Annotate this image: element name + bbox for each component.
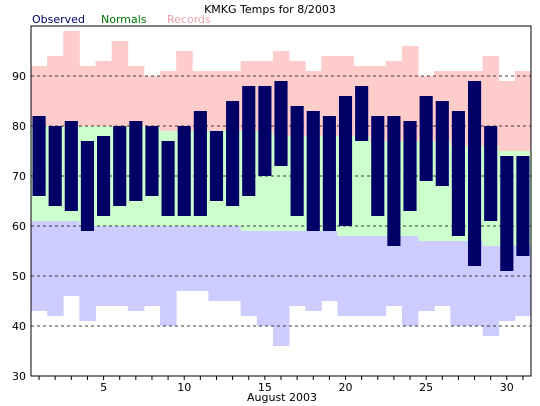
record-high-band-day-10 (176, 51, 193, 131)
y-tick-label-30: 30 (12, 370, 26, 383)
record-low-band-day-4 (79, 226, 96, 321)
record-low-band-day-1 (31, 221, 48, 311)
record-low-band-day-15 (256, 231, 274, 326)
record-low-band-day-24 (401, 236, 419, 326)
x-tick-label-30: 30 (500, 381, 514, 394)
record-high-band-day-7 (127, 66, 145, 126)
observed-bar-day-13 (226, 101, 240, 206)
y-tick-label-40: 40 (12, 320, 26, 333)
observed-bar-day-31 (516, 156, 530, 256)
observed-bar-day-4 (80, 141, 95, 231)
observed-bar-day-8 (145, 126, 159, 196)
record-high-band-day-5 (95, 61, 113, 126)
record-low-band-day-26 (434, 241, 451, 306)
record-low-band-day-16 (272, 231, 290, 346)
record-low-band-day-22 (369, 236, 387, 316)
observed-bar-day-12 (209, 131, 224, 201)
observed-bar-day-18 (306, 111, 320, 231)
record-high-band-day-31 (514, 71, 532, 151)
record-high-band-day-2 (47, 56, 64, 126)
y-tick-label-80: 80 (12, 120, 26, 133)
observed-bar-day-2 (48, 126, 62, 206)
record-low-band-day-17 (289, 231, 306, 306)
record-low-band-day-29 (482, 246, 500, 336)
record-low-band-day-8 (143, 226, 161, 306)
observed-bar-day-16 (274, 81, 288, 166)
x-tick-label-5: 5 (100, 381, 107, 394)
observed-bar-day-10 (177, 126, 191, 216)
normal-band-day-21 (353, 136, 371, 236)
y-tick-label-60: 60 (12, 220, 26, 233)
record-high-band-day-8 (143, 76, 161, 126)
observed-bar-day-3 (64, 121, 78, 211)
record-high-band-day-4 (79, 66, 96, 126)
record-low-band-day-27 (450, 241, 467, 326)
y-tick-label-90: 90 (12, 70, 26, 83)
observed-bar-day-15 (258, 86, 272, 176)
observed-bar-day-11 (193, 111, 207, 216)
x-axis-label: August 2003 (247, 391, 317, 404)
chart-title: KMKG Temps for 8/2003 (204, 3, 336, 16)
observed-bar-day-17 (290, 106, 304, 216)
observed-bar-day-24 (403, 121, 417, 211)
record-high-band-day-9 (160, 71, 177, 131)
record-low-band-day-2 (47, 221, 64, 316)
record-high-band-day-3 (63, 31, 80, 126)
observed-bar-day-23 (387, 116, 401, 246)
record-low-band-day-6 (111, 226, 129, 306)
observed-bars-layer (32, 81, 530, 271)
x-tick-label-20: 20 (339, 381, 353, 394)
observed-bar-day-6 (113, 126, 127, 206)
record-high-band-day-29 (482, 56, 500, 146)
axes-layer: 30 40 50 60 70 80 90 5 10 15 20 25 30 (12, 25, 532, 394)
record-low-band-day-31 (514, 246, 532, 316)
record-low-band-day-3 (63, 221, 80, 296)
legend-records: Records (167, 13, 211, 26)
record-low-band-day-14 (240, 231, 258, 316)
observed-bar-day-1 (32, 116, 46, 196)
record-low-band-day-13 (224, 226, 242, 301)
record-low-band-day-7 (127, 226, 145, 311)
observed-bar-day-19 (322, 116, 336, 231)
record-high-band-day-30 (498, 81, 516, 151)
observed-bar-day-25 (419, 96, 433, 181)
record-low-band-day-11 (192, 226, 209, 291)
y-tick-label-50: 50 (12, 270, 26, 283)
x-tick-label-15: 15 (258, 381, 272, 394)
record-high-band-day-12 (208, 71, 225, 131)
record-low-band-day-10 (176, 226, 193, 291)
record-low-band-day-9 (160, 226, 177, 326)
observed-bar-day-9 (161, 141, 175, 216)
record-high-band-day-6 (111, 41, 129, 126)
legend-observed: Observed (32, 13, 85, 26)
x-tick-label-25: 25 (419, 381, 433, 394)
observed-bar-day-30 (500, 156, 514, 271)
observed-bar-day-5 (97, 136, 111, 216)
record-low-band-day-25 (418, 241, 435, 311)
y-tick-label-70: 70 (12, 170, 26, 183)
observed-bar-day-22 (371, 116, 385, 216)
record-low-band-day-23 (385, 236, 403, 306)
observed-bar-day-20 (338, 96, 353, 226)
x-tick-label-10: 10 (177, 381, 191, 394)
observed-bar-day-29 (484, 126, 498, 221)
record-high-band-day-24 (401, 46, 419, 141)
record-low-band-day-12 (208, 226, 225, 301)
record-low-band-day-19 (321, 231, 338, 301)
observed-bar-day-21 (355, 86, 369, 141)
observed-bar-day-26 (435, 101, 449, 186)
legend-normals: Normals (101, 13, 147, 26)
observed-bar-day-27 (451, 111, 465, 236)
record-low-band-day-18 (305, 231, 322, 311)
observed-bar-day-7 (129, 121, 143, 201)
observed-bar-day-14 (242, 86, 256, 196)
record-high-band-day-1 (31, 66, 48, 126)
observed-bar-day-28 (467, 81, 482, 266)
record-low-band-day-5 (95, 226, 113, 306)
